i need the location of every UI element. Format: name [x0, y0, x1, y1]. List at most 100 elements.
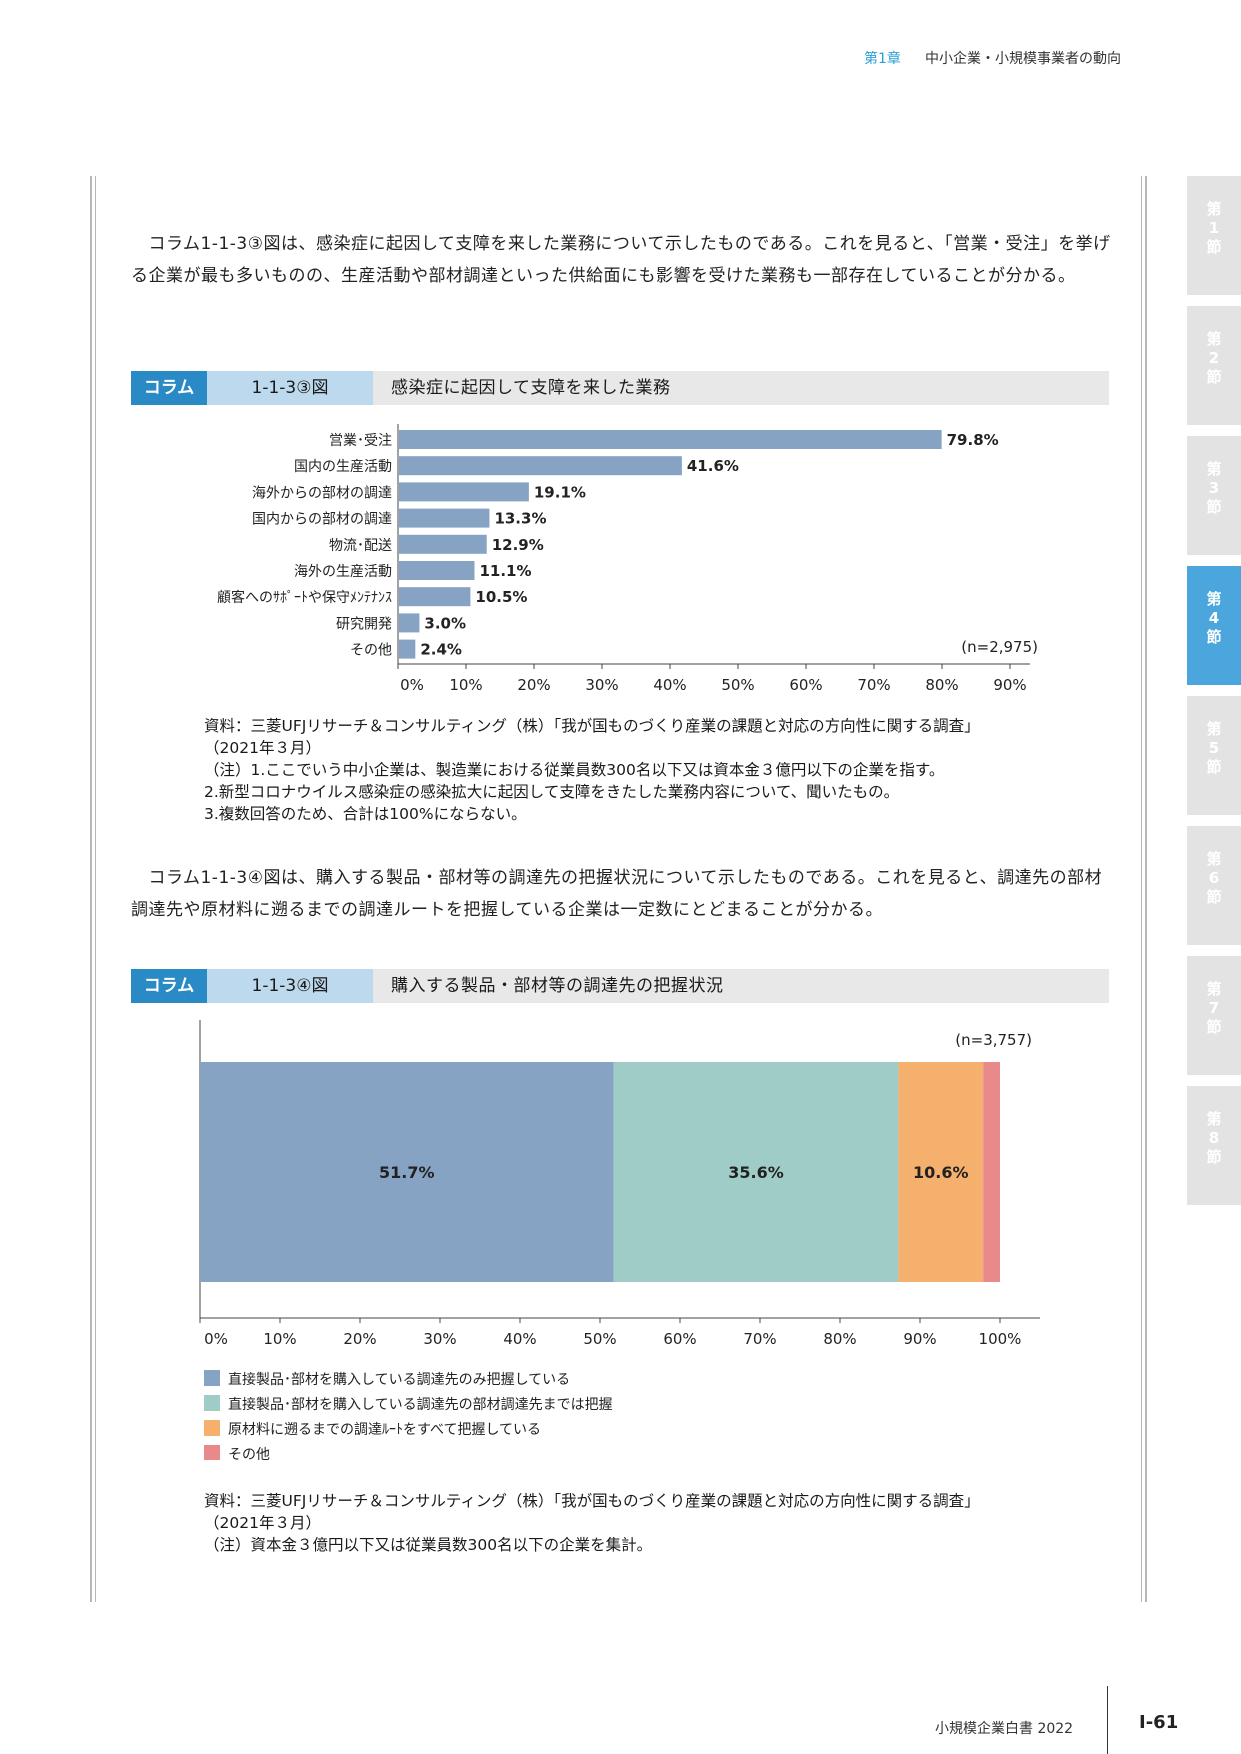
figure-2-source: 資料：三菱UFJリサーチ＆コンサルティング（株）「我が国ものづくり産業の課題と対… [204, 1490, 980, 1556]
bar-chart-affected-operations: 0% 10% 20% 30% 40% 50% 60% 70% 80% 90% 営業･受注 79.8% 国… [217, 424, 1038, 694]
stacked-segment [983, 1062, 1000, 1282]
x-tick-label: 60% [789, 676, 822, 694]
stacked-bar-chart-supplier-awareness: 0% 10% 20% 30% 40% 50% 60% 70% 80% 90% 100% 51.7% 35… [199, 1020, 1040, 1460]
x-tick-label: 40% [503, 1330, 536, 1348]
legend-label: 原材料に遡るまでの調達ﾙｰﾄをすべて把握している [228, 1422, 541, 1438]
category-label: 海外からの部材の調達 [252, 485, 392, 501]
segment-data-label: 51.7% [379, 1163, 435, 1182]
x-tick-label: 100% [979, 1330, 1022, 1348]
figure-1-banner: コラム 1-1-3③図 感染症に起因して支障を来した業務 [131, 371, 1109, 405]
x-tick-label: 70% [743, 1330, 776, 1348]
bar [399, 456, 682, 476]
figure-2-title: 購入する製品・部材等の調達先の把握状況 [391, 976, 724, 996]
x-tick-label: 20% [343, 1330, 376, 1348]
figure-2-note-date: （2021年３月） [204, 1514, 321, 1532]
figure-2-note-1: （注）資本金３億円以下又は従業員数300名以下の企業を集計。 [204, 1536, 653, 1554]
category-label: 研究開発 [336, 616, 392, 632]
category-label: 物流･配送 [329, 538, 392, 554]
x-tick-label: 0% [400, 676, 424, 694]
bar [399, 639, 416, 659]
paragraph-1: コラム1-1-3③図は、感染症に起因して支障を来した業務について示したものである… [131, 234, 1111, 286]
bar [399, 613, 420, 633]
stacked-segment [613, 1062, 899, 1282]
legend-label: その他 [228, 1447, 270, 1460]
bar [399, 534, 487, 554]
book-title: 小規模企業白書 2022 [935, 1721, 1074, 1737]
data-label: 79.8% [947, 431, 999, 449]
section-tab-8[interactable]: 第 8 節 [1187, 1086, 1241, 1205]
bar [399, 561, 475, 580]
stacked-segment [200, 1062, 614, 1282]
x-tick-label: 50% [721, 676, 754, 694]
x-tick-label: 40% [653, 676, 686, 694]
segment-data-label: 10.6% [913, 1163, 969, 1182]
section-tab-3[interactable]: 第 3 節 [1187, 436, 1241, 555]
x-tick-label: 30% [423, 1330, 456, 1348]
bar [399, 482, 529, 502]
sample-size-label: (n=3,757) [955, 1031, 1032, 1049]
x-tick-label: 0% [204, 1330, 228, 1348]
figure-1-tag: コラム [131, 371, 207, 405]
data-label: 10.5% [475, 588, 527, 606]
data-label: 19.1% [534, 483, 586, 501]
legend-swatch [204, 1420, 220, 1436]
figure-1-note-3: 3.複数回答のため、合計は100%にならない。 [204, 805, 527, 823]
data-label: 3.0% [424, 614, 466, 632]
bar [399, 430, 942, 449]
section-tab-7[interactable]: 第 7 節 [1187, 956, 1241, 1075]
category-label: 海外の生産活動 [294, 564, 392, 580]
right-rule [1145, 176, 1147, 1602]
figure-1-source: 資料：三菱UFJリサーチ＆コンサルティング（株）「我が国ものづくり産業の課題と対… [204, 715, 980, 825]
category-label: 国内の生産活動 [294, 459, 392, 475]
left-rule-thin [95, 176, 96, 1602]
figure-2-number: 1-1-3④図 [207, 969, 373, 1003]
x-tick-label: 30% [585, 676, 618, 694]
bar [399, 508, 490, 528]
x-tick-label: 70% [857, 676, 890, 694]
figure-2-tag: コラム [131, 969, 207, 1003]
figure-1-title: 感染症に起因して支障を来した業務 [391, 378, 671, 398]
x-tick-label: 10% [449, 676, 482, 694]
category-label: 顧客へのｻﾎﾟｰﾄや保守ﾒﾝﾃﾅﾝｽ [217, 589, 392, 606]
data-label: 12.9% [492, 536, 544, 554]
figure-1-note-1: （注）1.ここでいう中小企業は、製造業における従業員数300名以下又は資本金３億… [204, 761, 945, 779]
section-tab-5[interactable]: 第 5 節 [1187, 696, 1241, 815]
section-tab-4[interactable]: 第 4 節 [1187, 566, 1241, 685]
data-label: 11.1% [479, 562, 531, 580]
sample-size-label: (n=2,975) [961, 638, 1038, 656]
x-tick-label: 80% [925, 676, 958, 694]
segment-data-label: 35.6% [728, 1163, 784, 1182]
chapter-label: 第1章 [864, 51, 901, 67]
category-label: 国内からの部材の調達 [252, 512, 392, 528]
right-rule-thin [1141, 176, 1142, 1602]
legend-label: 直接製品･部材を購入している調達先の部材調達先までは把握 [228, 1396, 613, 1413]
legend-swatch [204, 1370, 220, 1386]
figure-2-note-source: 資料：三菱UFJリサーチ＆コンサルティング（株）「我が国ものづくり産業の課題と対… [204, 1492, 980, 1510]
x-tick-label: 10% [263, 1330, 296, 1348]
x-tick-label: 60% [663, 1330, 696, 1348]
category-label: その他 [350, 643, 392, 659]
paragraph-2: コラム1-1-3④図は、購入する製品・部材等の調達先の把握状況について示したもの… [131, 868, 1103, 920]
stacked-segment [898, 1062, 984, 1282]
data-label: 13.3% [494, 510, 546, 528]
figure-1-note-2: 2.新型コロナウイルス感染症の感染拡大に起因して支障をきたした業務内容について、… [204, 783, 900, 801]
figure-1-note-date: （2021年３月） [204, 739, 321, 757]
section-tab-1[interactable]: 第 1 節 [1187, 176, 1241, 295]
figure-2-banner: コラム 1-1-3④図 購入する製品・部材等の調達先の把握状況 [131, 969, 1109, 1003]
x-tick-label: 50% [583, 1330, 616, 1348]
section-tab-2[interactable]: 第 2 節 [1187, 306, 1241, 425]
legend-swatch [204, 1395, 220, 1411]
legend-label: 直接製品･部材を購入している調達先のみ把握している [228, 1371, 570, 1388]
data-label: 2.4% [420, 641, 462, 659]
x-tick-label: 90% [903, 1330, 936, 1348]
footer-separator [1107, 1686, 1108, 1754]
data-label: 41.6% [687, 457, 739, 475]
legend-swatch [204, 1445, 220, 1460]
chapter-title: 中小企業・小規模事業者の動向 [925, 51, 1121, 67]
section-tab-6[interactable]: 第 6 節 [1187, 826, 1241, 945]
figure-1-note-source: 資料：三菱UFJリサーチ＆コンサルティング（株）「我が国ものづくり産業の課題と対… [204, 717, 980, 735]
left-rule [90, 176, 92, 1602]
x-tick-label: 20% [517, 676, 550, 694]
category-label: 営業･受注 [329, 433, 392, 449]
page-number: Ⅰ-61 [1139, 1712, 1179, 1733]
